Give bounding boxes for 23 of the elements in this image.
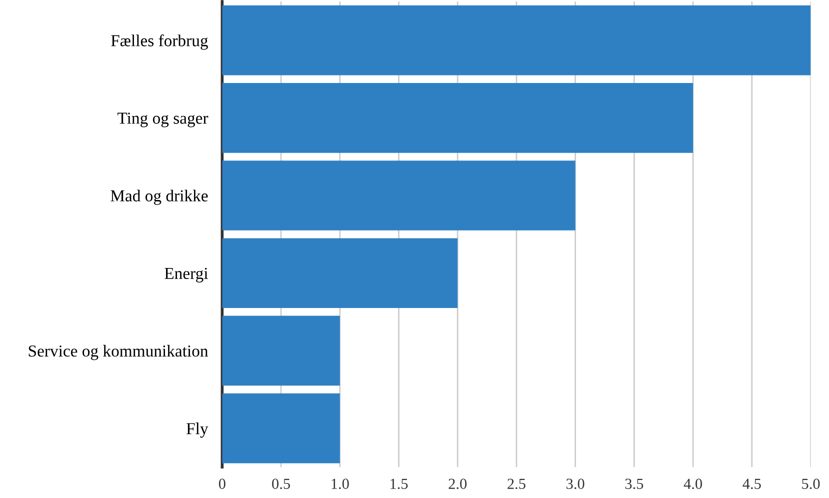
x-tick-label: 5.0 bbox=[802, 478, 820, 490]
y-tick-label: Fly bbox=[186, 422, 208, 438]
x-tick-label: 0.5 bbox=[272, 478, 290, 490]
bar bbox=[222, 160, 576, 230]
bar bbox=[222, 5, 811, 76]
x-tick-label: 3.5 bbox=[625, 478, 644, 490]
bar bbox=[222, 238, 458, 308]
y-tick-label: Mad og drikke bbox=[110, 190, 208, 205]
bar bbox=[222, 316, 340, 386]
x-tick-label: 2.0 bbox=[448, 478, 467, 490]
y-tick-label: Service og kommunikation bbox=[28, 344, 208, 360]
x-tick-label: 1.0 bbox=[332, 478, 349, 490]
x-tick-label: 4.5 bbox=[742, 478, 761, 490]
x-tick-label: 3.0 bbox=[566, 478, 584, 490]
bar bbox=[222, 393, 340, 464]
y-tick-label: Energi bbox=[164, 268, 208, 282]
x-tick-label: 1.5 bbox=[390, 478, 408, 490]
x-tick-label: 4.0 bbox=[684, 478, 702, 490]
y-tick-label: Ting og sager bbox=[118, 112, 208, 128]
x-tick-label: 2.5 bbox=[508, 478, 526, 490]
bar bbox=[222, 82, 694, 153]
x-tick-label: 0 bbox=[218, 478, 226, 489]
y-tick-label: Fælles forbrug bbox=[111, 34, 208, 50]
